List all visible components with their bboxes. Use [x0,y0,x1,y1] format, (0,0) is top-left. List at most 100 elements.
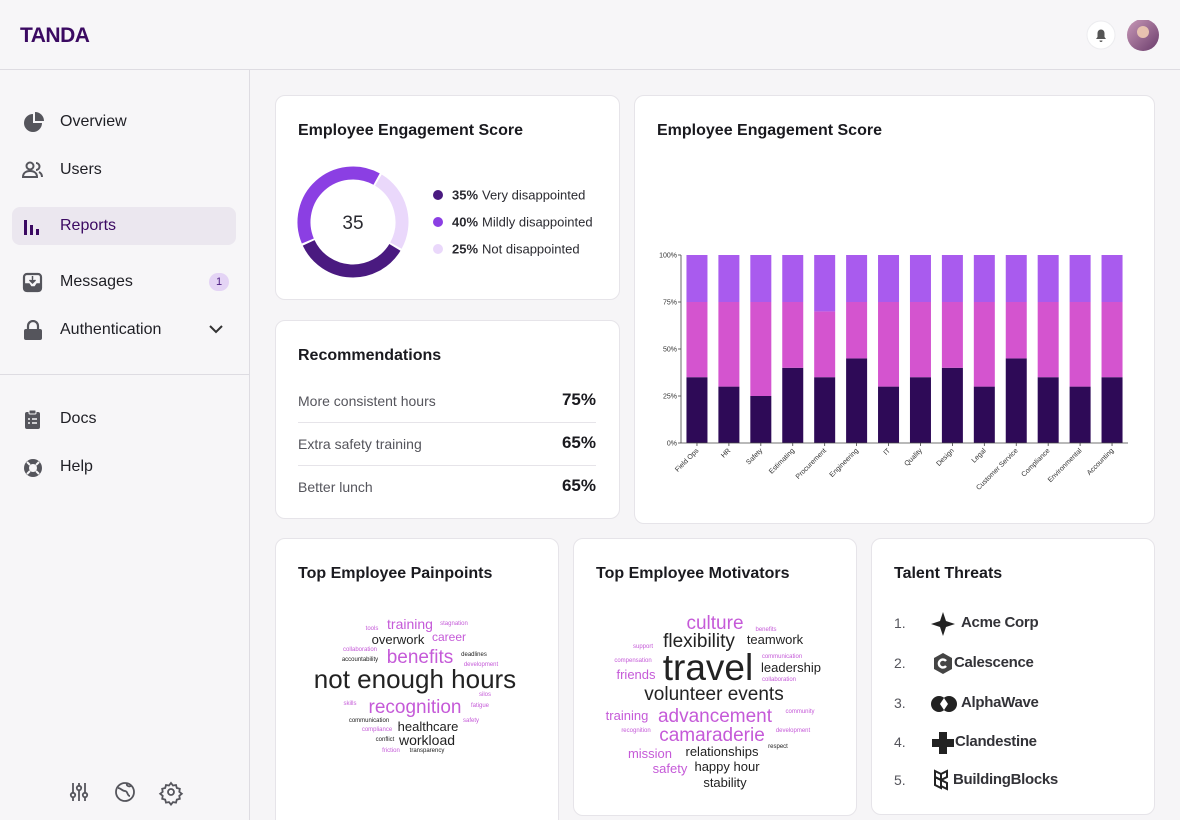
word: friends [616,667,656,682]
word: relationships [686,744,759,759]
x-tick-label: IT [883,447,893,457]
y-tick-label: 50% [663,347,677,354]
word: benefits [387,647,454,668]
legend-dot [433,244,443,254]
bar-segment [686,255,708,302]
settings-button[interactable] [158,781,184,806]
recommendation-value: 75% [561,390,596,409]
word: culture [686,613,743,634]
y-tick-label: 100% [659,253,677,260]
y-tick-label: 25% [663,394,677,401]
legend-label: Mildly disappointed [482,215,593,230]
bar-segment [941,255,963,302]
x-tick-label: Safety [745,447,764,466]
word: community [785,709,814,715]
nav-messages[interactable]: Messages [12,263,236,301]
bar-segment [909,302,931,378]
bar-segment [941,367,963,443]
card-title: Recommendations [298,347,442,364]
threat-rank: 1. [894,615,906,631]
recommendation-row: Better lunch 65% [298,465,596,508]
threat-name: Calescence [954,654,1034,671]
x-tick-label: Design [935,447,955,467]
bar-segment [686,377,708,443]
threat-name: BuildingBlocks [953,771,1058,788]
word: career [432,630,466,644]
bar-segment [814,255,836,312]
brand[interactable]: TANDA [20,24,90,47]
legend-value: 35% [452,188,478,203]
word: collaboration [762,677,796,683]
x-tick-label: Quality [904,447,925,468]
talent-threats-card [871,538,1155,815]
logo [934,769,948,791]
word: healthcare [398,719,459,734]
nav-authentication[interactable]: Authentication [12,311,236,349]
recommendation-label: Better lunch [298,479,373,495]
bar-segment [909,255,931,302]
word: support [633,644,653,650]
donut-center-value: 35 [342,213,363,234]
word: conflict [376,737,395,743]
word: leadership [761,660,821,675]
globe-button[interactable] [115,782,135,802]
bar-segment [782,302,804,368]
logo [932,732,954,754]
nav-docs[interactable]: Docs [12,400,236,438]
word: friction [382,748,400,754]
legend-label: Very disappointed [482,188,585,203]
word: respect [768,744,788,750]
recommendation-value: 65% [561,476,596,495]
word: benefits [755,627,776,633]
word: safety [463,718,479,724]
bar-segment [750,396,772,443]
nav-label: Reports [60,217,117,234]
word: camaraderie [659,725,765,746]
bar-segment [1101,255,1123,302]
threat-name: Clandestine [955,733,1037,750]
bar-segment [1069,302,1091,387]
nav-help[interactable]: Help [12,448,236,486]
nav-overview[interactable]: Overview [12,103,236,141]
nav-label: Overview [60,113,127,130]
word: development [776,728,811,734]
word: compensation [614,658,651,664]
x-tick-label: Field Ops [674,447,700,473]
word: workload [398,732,455,748]
bar-segment [718,302,740,387]
logo [931,612,955,636]
recommendation-row: Extra safety training 65% [298,422,596,466]
bar-segment [1005,358,1027,443]
donut-segment [297,166,380,244]
bar-segment [686,302,708,378]
bar-segment [814,377,836,443]
recommendation-value: 65% [561,433,596,452]
icon [22,272,43,293]
word: skills [344,701,357,707]
nav-reports[interactable]: Reports [12,207,236,245]
bar-segment [878,386,900,443]
bar-segment [1069,386,1091,443]
threat-rank: 2. [894,655,906,671]
y-tick-label: 0% [667,441,677,448]
bar-segment [941,302,963,368]
legend-value: 40% [452,215,478,230]
x-tick-label: Engineering [829,447,860,478]
filters-button[interactable] [69,783,89,801]
recommendations-card [275,320,620,519]
nav-users[interactable]: Users [12,151,236,189]
word: safety [653,761,688,776]
nav-label: Messages [60,273,133,290]
sidebar [0,70,250,820]
nav-label: Users [60,161,102,178]
word: training [606,708,649,723]
icon [25,409,40,429]
bar-segment [1069,255,1091,302]
chevron [209,325,223,334]
nav-label: Docs [60,410,97,427]
x-tick-label: Compliance [1021,447,1052,478]
bar-segment [1037,302,1059,378]
word: mission [628,746,672,761]
